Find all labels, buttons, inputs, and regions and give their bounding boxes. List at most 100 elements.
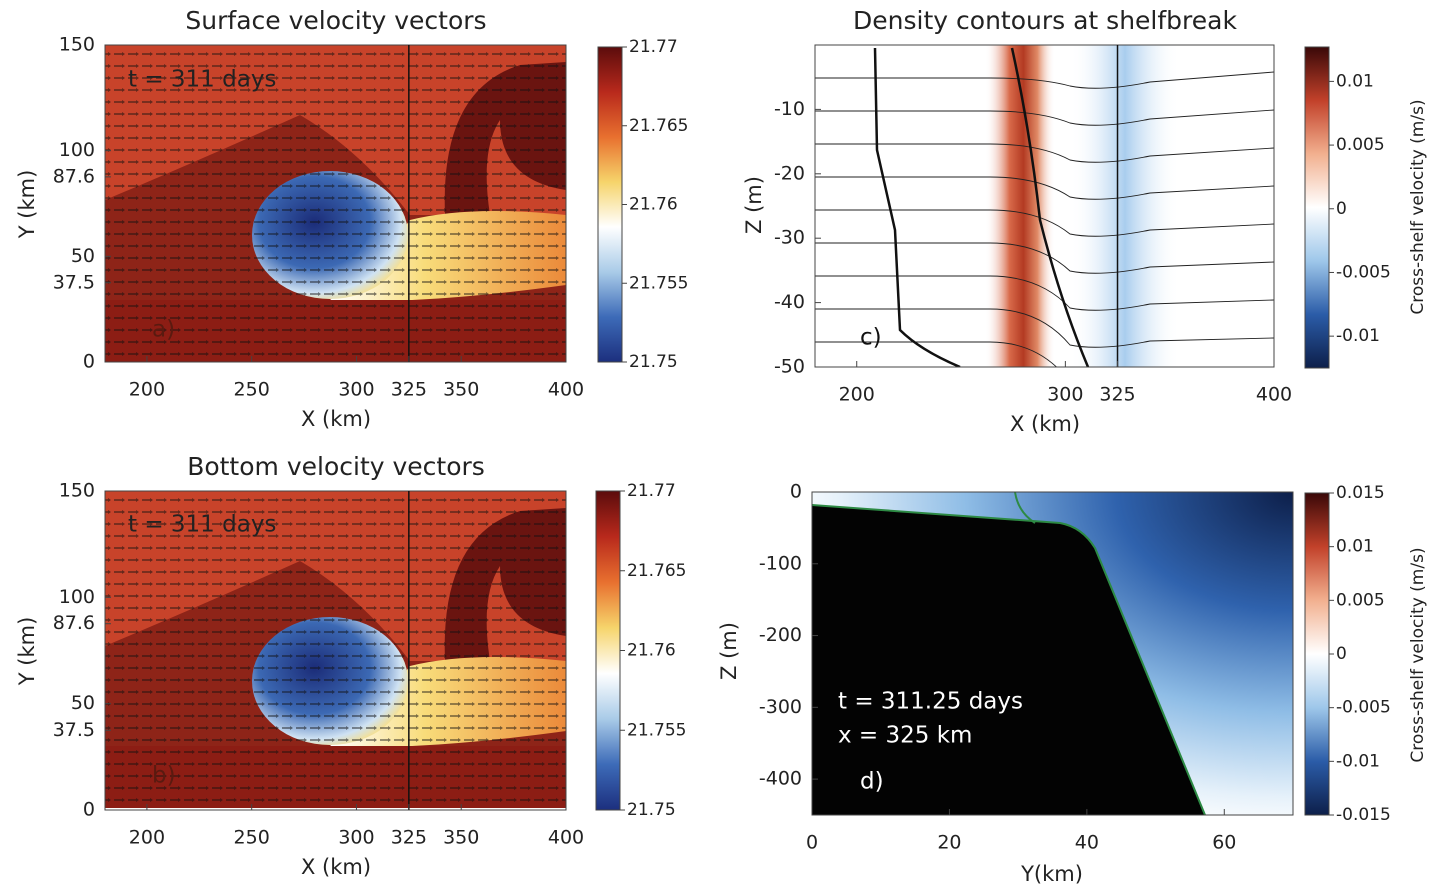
x-tick-label: 400 [548,827,584,849]
panel-title: Bottom velocity vectors [187,452,485,481]
x-tick-label: 400 [1256,384,1292,406]
colorbar-tick-label: -0.015 [1336,805,1391,825]
y-tick-label: 0 [790,481,802,503]
x-tick-label: 325 [391,379,427,401]
x-tick-label: 200 [129,827,165,849]
y-tick-label: -20 [774,162,805,184]
y-tick-label: 50 [71,692,95,714]
colorbar-label: Cross-shelf velocity (m/s) [1408,547,1428,762]
colorbar-tick-label: 0 [1336,644,1347,664]
y-tick-label: 50 [71,245,95,267]
colorbar-tick-label: 0.01 [1336,537,1374,557]
colorbar-tick-label: 21.755 [629,273,688,293]
x-tick-label: 20 [937,832,961,854]
colorbar-tick-label: 0.015 [1336,483,1385,503]
y-tick-label: -10 [774,98,805,120]
y-tick-label: 87.6 [53,612,95,634]
y-axis-label: Z (m) [717,622,741,680]
y-tick-label: -400 [759,768,802,790]
plot-frame [104,490,567,811]
colorbar-tick-label: 21.755 [627,720,686,740]
y-tick-label: 87.6 [53,165,95,187]
x-axis-label: Y(km) [1020,862,1083,886]
y-axis-label: Y (km) [15,617,39,687]
y-tick-label: 100 [59,586,95,608]
annotation: t = 311.25 days [838,689,1023,715]
colorbar-tick-label: 0 [1336,199,1347,219]
colorbar-tick-label: 21.77 [629,37,678,57]
colorbar-tick-label: 21.75 [627,800,676,820]
annotation: a) [152,317,175,343]
density-contour [815,143,1274,163]
y-tick-label: 37.5 [53,271,95,293]
x-tick-label: 325 [1099,384,1135,406]
colorbar-tick-label: 21.765 [629,116,688,136]
annotation: c) [860,325,882,351]
plot-frame [811,491,1294,816]
y-tick-label: -100 [759,552,802,574]
x-axis-label: X (km) [1010,412,1080,436]
x-axis-label: X (km) [301,855,371,879]
density-contour [815,209,1274,237]
bottom-field [105,491,566,808]
y-tick-label: -40 [774,291,805,313]
x-tick-label: 325 [391,827,427,849]
x-tick-label: 350 [443,827,479,849]
y-tick-label: 150 [59,480,95,502]
x-tick-label: 400 [548,379,584,401]
x-tick-label: 300 [338,379,374,401]
colorbar-tick-label: 0.01 [1336,71,1374,91]
colorbar-label: Cross-shelf velocity (m/s) [1408,99,1428,314]
cross-section [812,492,1293,815]
y-tick-label: -50 [774,356,805,378]
colorbar-tick-label: -0.01 [1336,751,1380,771]
colorbar [597,46,623,363]
y-tick-label: 0 [83,799,95,821]
colorbar-tick-label: 0.005 [1336,590,1385,610]
y-tick-label: -300 [759,696,802,718]
colorbar [1304,492,1330,816]
density-contour [815,242,1274,274]
density-contour [815,308,1274,348]
y-tick-label: 150 [59,34,95,56]
colorbar [595,490,621,811]
colorbar-tick-label: 21.76 [629,195,678,215]
annotation: t = 311 days [128,512,276,538]
x-tick-label: 200 [839,384,875,406]
x-tick-label: 300 [338,827,374,849]
density-contour [815,71,1274,89]
annotation: x = 325 km [838,723,972,749]
x-tick-label: 60 [1212,832,1236,854]
y-tick-label: 100 [59,139,95,161]
y-tick-label: 37.5 [53,719,95,741]
annotation: t = 311 days [128,67,276,93]
density-contour [815,109,1274,126]
y-axis-label: Z (m) [742,176,766,234]
y-tick-label: 0 [83,351,95,373]
y-tick-label: -200 [759,624,802,646]
colorbar-tick-label: 21.765 [627,561,686,581]
colorbar-tick-label: 21.76 [627,641,676,661]
surface-field [105,45,566,362]
x-tick-label: 40 [1075,832,1099,854]
colorbar-tick-label: -0.005 [1336,698,1391,718]
colorbar [1304,46,1330,369]
x-tick-label: 250 [234,379,270,401]
x-tick-label: 200 [129,379,165,401]
density-contour [815,341,1058,367]
x-axis-label: X (km) [301,407,371,431]
colorbar-tick-label: 0.005 [1336,135,1385,155]
colorbar-tick-label: -0.005 [1336,262,1391,282]
colorbar-tick-label: 21.77 [627,481,676,501]
y-axis-label: Y (km) [15,170,39,240]
colorbar-tick-label: 21.75 [629,352,678,372]
density-contour [815,275,1274,311]
x-tick-label: 350 [443,379,479,401]
y-tick-label: -30 [774,227,805,249]
annotation: b) [152,763,176,789]
x-tick-label: 250 [234,827,270,849]
panel-title: Density contours at shelfbreak [853,6,1237,35]
plot-frame [104,44,567,363]
colorbar-tick-label: -0.01 [1336,326,1380,346]
